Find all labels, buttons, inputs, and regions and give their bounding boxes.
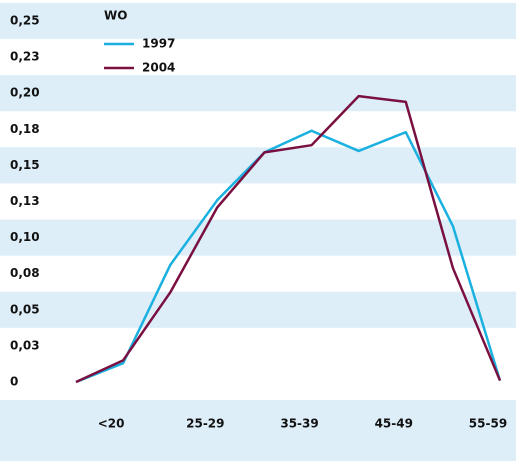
legend-label: 1997: [142, 37, 175, 51]
band: [0, 2, 516, 40]
y-tick-label: 0,25: [10, 14, 40, 28]
y-tick-label: 0,13: [10, 194, 40, 208]
band: [0, 400, 516, 461]
band: [0, 219, 516, 256]
legend-label: 2004: [142, 61, 175, 75]
x-tick-label: 45-49: [375, 417, 413, 431]
y-tick-label: 0,05: [10, 302, 40, 316]
y-tick-label: 0: [10, 375, 18, 389]
y-tick-label: 0,10: [10, 230, 40, 244]
band: [0, 75, 516, 112]
band: [0, 147, 516, 184]
y-tick-label: 0,20: [10, 86, 40, 100]
x-tick-label: 35-39: [280, 417, 318, 431]
legend-title: WO: [104, 9, 127, 23]
y-tick-label: 0,23: [10, 50, 40, 64]
y-tick-label: 0,15: [10, 158, 40, 172]
series-line: [75, 94, 502, 384]
x-tick-label: 55-59: [469, 417, 507, 431]
x-tick-label: <20: [98, 417, 125, 431]
x-tick-label: 25-29: [186, 417, 224, 431]
y-tick-label: 0,18: [10, 122, 40, 136]
y-tick-label: 0,03: [10, 338, 40, 352]
y-tick-label: 0,08: [10, 266, 40, 280]
series-line: [75, 129, 502, 384]
band: [0, 291, 516, 328]
